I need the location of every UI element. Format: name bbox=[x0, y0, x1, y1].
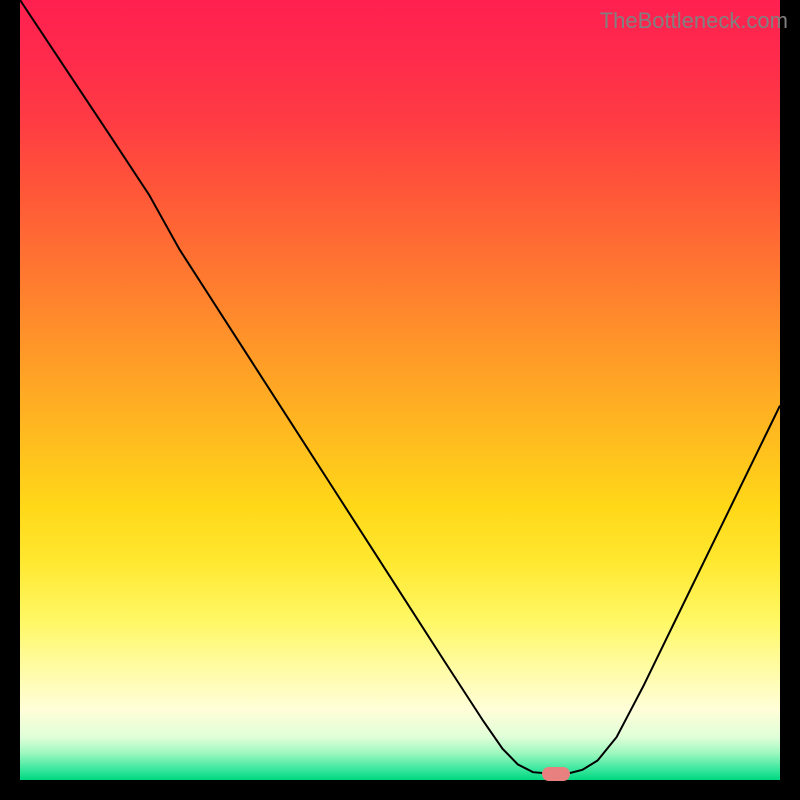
plot-area bbox=[20, 0, 780, 780]
bottleneck-curve bbox=[20, 0, 780, 774]
chart-container: TheBottleneck.com bbox=[0, 0, 800, 800]
optimal-marker bbox=[542, 767, 570, 781]
curve-overlay bbox=[20, 0, 780, 780]
watermark-text: TheBottleneck.com bbox=[600, 8, 788, 34]
